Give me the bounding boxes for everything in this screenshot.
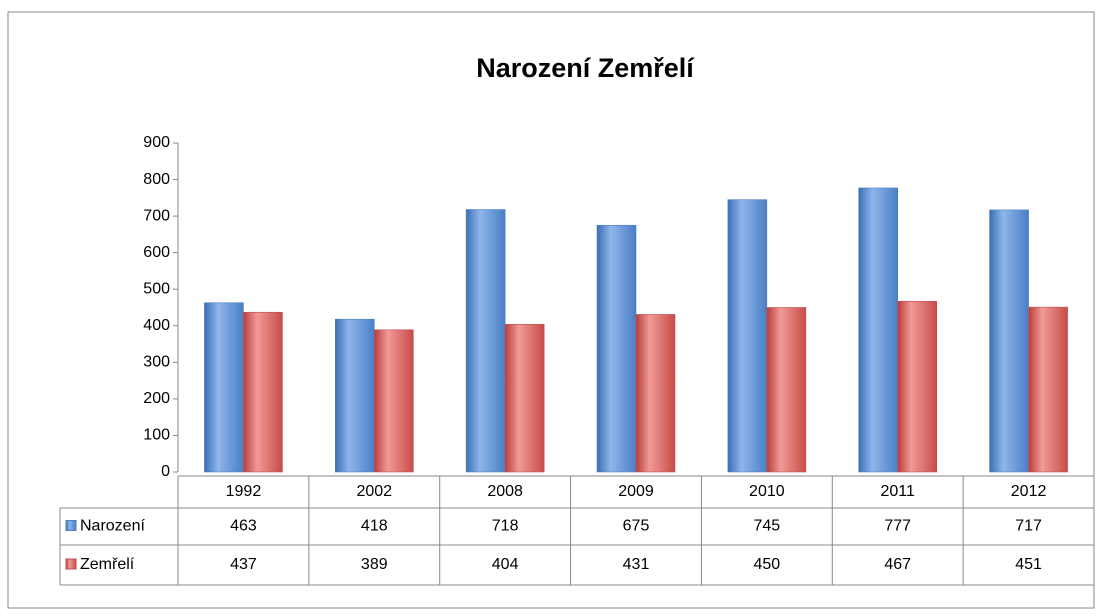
x-tick-label: 2008 <box>487 483 523 500</box>
bar <box>1028 306 1068 473</box>
bar <box>897 300 938 473</box>
y-tick-label: 100 <box>143 427 170 444</box>
bar <box>373 329 414 473</box>
data-label: 418 <box>361 518 388 535</box>
y-tick-label: 300 <box>143 354 170 371</box>
y-tick-label: 700 <box>143 207 170 224</box>
x-tick-label: 1992 <box>226 483 262 500</box>
x-tick-label: 2011 <box>881 483 916 500</box>
x-tick-label: 2012 <box>1011 483 1047 500</box>
data-label: 777 <box>884 518 911 535</box>
bar <box>766 307 807 473</box>
data-label: 437 <box>230 556 257 573</box>
y-tick-label: 600 <box>143 244 170 261</box>
data-label: 675 <box>623 518 650 535</box>
bar <box>504 324 545 473</box>
data-label: 431 <box>623 556 650 573</box>
x-tick-label: 2010 <box>749 483 785 500</box>
legend-key <box>65 520 77 531</box>
data-label: 717 <box>1015 518 1042 535</box>
y-tick-label: 800 <box>143 171 170 188</box>
y-tick-label: 0 <box>161 463 170 480</box>
bar <box>243 311 283 473</box>
data-label: 718 <box>492 518 519 535</box>
bar <box>204 302 244 473</box>
data-label: 389 <box>361 556 388 573</box>
legend-key <box>65 558 77 570</box>
legend-label: Zemřelí <box>80 556 135 573</box>
bar <box>858 187 899 473</box>
y-tick-label: 500 <box>143 280 170 297</box>
legend-label: Narození <box>80 518 145 535</box>
y-tick-label: 400 <box>143 317 170 334</box>
data-label: 451 <box>1015 556 1042 573</box>
data-label: 463 <box>230 518 257 535</box>
data-label: 450 <box>754 556 781 573</box>
bar <box>727 199 768 473</box>
x-tick-label: 2002 <box>356 483 392 500</box>
bar <box>334 318 375 473</box>
y-tick-label: 900 <box>143 134 170 151</box>
data-label: 404 <box>492 556 519 573</box>
data-label: 745 <box>754 518 781 535</box>
bar <box>465 209 506 473</box>
bar <box>989 209 1029 473</box>
bar <box>635 314 676 473</box>
y-tick-label: 200 <box>143 390 170 407</box>
bar <box>596 224 637 473</box>
data-label: 467 <box>884 556 911 573</box>
chart-title: Narození Zemřelí <box>476 53 695 83</box>
x-tick-label: 2009 <box>618 483 654 500</box>
